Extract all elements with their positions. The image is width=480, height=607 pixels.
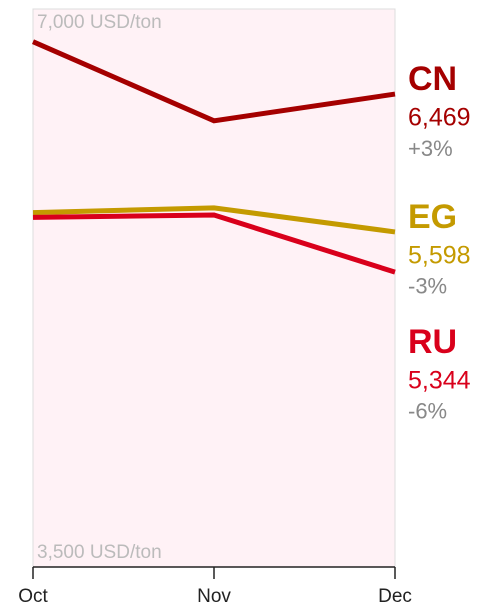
plot-area	[32, 8, 396, 568]
legend-label: CN	[408, 60, 457, 98]
change-label: -6%	[408, 399, 447, 424]
x-tick-label: Oct	[18, 586, 48, 607]
value-label: 5,598	[408, 242, 471, 270]
line	[32, 212, 396, 275]
change-label: -3%	[408, 274, 447, 299]
legend-label: RU	[408, 323, 457, 361]
value-label: 6,469	[408, 104, 471, 132]
x-tick-label: Nov	[197, 586, 231, 607]
y-tick-label: 3,500 USD/ton	[37, 542, 162, 563]
value-label: 5,344	[408, 367, 471, 395]
line	[32, 205, 396, 235]
y-tick-label: 7,000 USD/ton	[37, 12, 162, 33]
line	[31, 39, 396, 124]
legend-label: EG	[408, 198, 457, 236]
change-label: +3%	[408, 136, 453, 161]
x-tick-label: Dec	[378, 586, 412, 607]
